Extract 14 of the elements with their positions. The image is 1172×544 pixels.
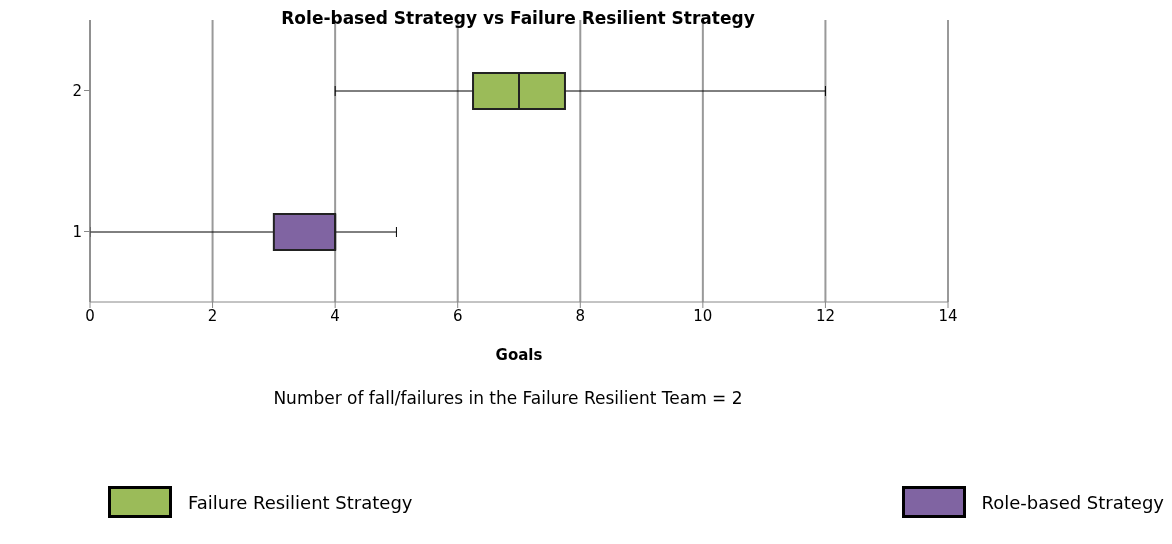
x-tick-label: 6 (452, 306, 463, 325)
text: Number of fall/failures in the Failure Resilient Team = 2 (272, 388, 744, 408)
x-tick-label: 14 (938, 306, 958, 325)
x-tick-label: 12 (815, 306, 835, 325)
x-tick-label: 8 (575, 306, 586, 325)
x-tick-label: 0 (85, 306, 95, 325)
chart-title: Role-based Strategy vs Failure Resilient Strategy (280, 8, 756, 28)
legend-label: Failure Resilient Strategy (188, 491, 413, 513)
x-axis-title: Goals (495, 346, 543, 364)
x-tick-label: 10 (693, 306, 713, 325)
x-tick-label: 4 (330, 306, 340, 325)
legend-label: Role-based Strategy (981, 491, 1164, 513)
y-tick-label: 1 (72, 222, 82, 241)
x-tick-label: 2 (207, 306, 218, 325)
